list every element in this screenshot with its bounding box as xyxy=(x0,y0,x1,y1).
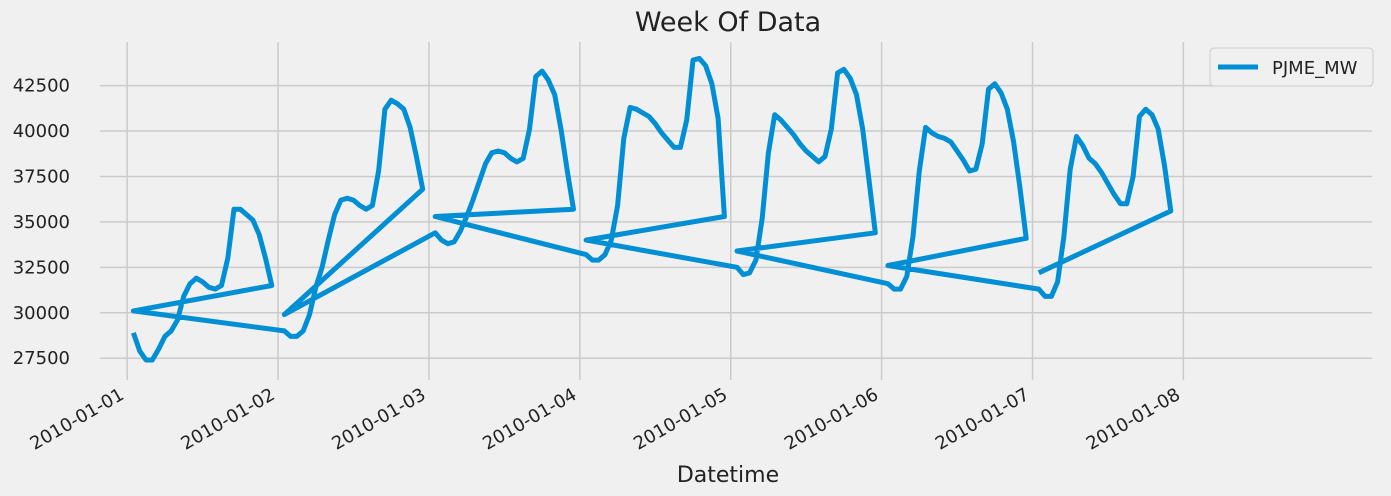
x-tick-label: 2010-01-03 xyxy=(328,384,429,454)
x-axis-label: Datetime xyxy=(677,463,779,488)
y-tick-label: 37500 xyxy=(13,166,70,187)
x-tick-label: 2010-01-06 xyxy=(781,384,882,454)
y-tick-label: 42500 xyxy=(13,76,70,97)
y-tick-label: 27500 xyxy=(13,348,70,369)
x-tick-label: 2010-01-01 xyxy=(27,384,128,454)
y-tick-label: 30000 xyxy=(13,303,70,324)
chart-title: Week Of Data xyxy=(635,7,821,38)
x-tick-label: 2010-01-08 xyxy=(1083,384,1184,454)
legend-label-pjme-mw: PJME_MW xyxy=(1272,58,1358,79)
y-tick-label: 40000 xyxy=(13,121,70,142)
x-tick-label: 2010-01-05 xyxy=(630,384,731,454)
grid-lines xyxy=(100,42,1372,380)
series-lines xyxy=(130,55,1174,363)
legend-box xyxy=(1209,47,1374,87)
y-tick-label: 35000 xyxy=(13,212,70,233)
x-tick-label: 2010-01-07 xyxy=(932,384,1033,454)
legend: PJME_MW xyxy=(1209,47,1374,87)
y-axis-ticks: 27500 30000 32500 35000 37500 40000 42500 xyxy=(13,76,70,370)
series-line-pjme-mw xyxy=(130,55,1174,363)
x-tick-label: 2010-01-04 xyxy=(479,384,580,454)
x-tick-label: 2010-01-02 xyxy=(177,384,278,454)
y-tick-label: 32500 xyxy=(13,257,70,278)
x-axis-ticks: 2010-01-01 2010-01-02 2010-01-03 2010-01-04… xyxy=(27,384,1184,454)
